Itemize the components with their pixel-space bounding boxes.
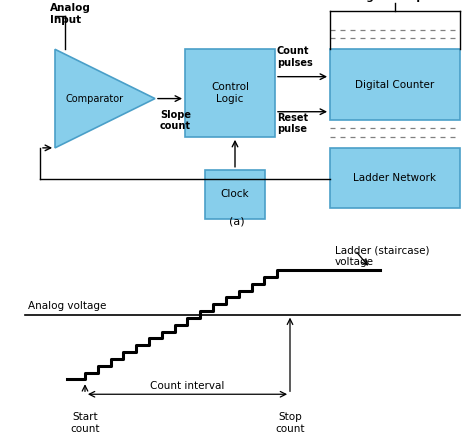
Text: Clock: Clock [221, 189, 249, 199]
Text: Digital Counter: Digital Counter [356, 80, 435, 90]
Text: Reset
pulse: Reset pulse [277, 113, 308, 135]
Text: Count interval: Count interval [150, 381, 225, 391]
Text: Comparator: Comparator [66, 94, 124, 104]
Text: Analog
Input: Analog Input [50, 3, 91, 25]
Text: Ladder (staircase)
voltage: Ladder (staircase) voltage [335, 245, 429, 267]
FancyBboxPatch shape [330, 49, 460, 121]
Text: Slope
count: Slope count [160, 109, 191, 131]
FancyBboxPatch shape [205, 170, 265, 219]
Polygon shape [55, 49, 155, 148]
FancyBboxPatch shape [330, 148, 460, 208]
Text: Digital output: Digital output [354, 0, 436, 2]
Text: Analog voltage: Analog voltage [28, 301, 106, 311]
Text: Count
pulses: Count pulses [277, 46, 313, 68]
Text: Ladder Network: Ladder Network [354, 173, 437, 183]
Text: (a): (a) [229, 217, 245, 227]
Text: Stop
count: Stop count [275, 412, 305, 434]
Text: Control
Logic: Control Logic [211, 82, 249, 104]
FancyBboxPatch shape [185, 49, 275, 137]
Text: Start
count: Start count [70, 412, 100, 434]
